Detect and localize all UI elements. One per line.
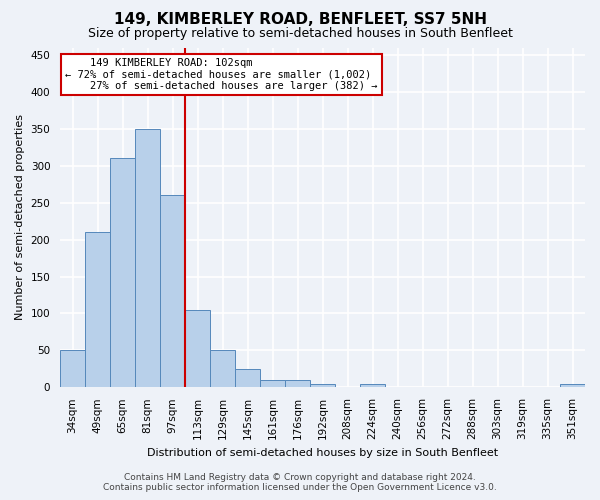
Bar: [560, 384, 585, 388]
Text: 149, KIMBERLEY ROAD, BENFLEET, SS7 5NH: 149, KIMBERLEY ROAD, BENFLEET, SS7 5NH: [113, 12, 487, 28]
Bar: [160, 195, 185, 388]
Bar: [60, 350, 85, 388]
Bar: [85, 232, 110, 388]
Text: Contains HM Land Registry data © Crown copyright and database right 2024.
Contai: Contains HM Land Registry data © Crown c…: [103, 473, 497, 492]
Bar: [110, 158, 135, 388]
Bar: [285, 380, 310, 388]
Bar: [360, 384, 385, 388]
Bar: [210, 350, 235, 388]
Y-axis label: Number of semi-detached properties: Number of semi-detached properties: [15, 114, 25, 320]
Bar: [135, 129, 160, 388]
Text: 149 KIMBERLEY ROAD: 102sqm
← 72% of semi-detached houses are smaller (1,002)
   : 149 KIMBERLEY ROAD: 102sqm ← 72% of semi…: [65, 58, 378, 91]
Bar: [310, 384, 335, 388]
Text: Size of property relative to semi-detached houses in South Benfleet: Size of property relative to semi-detach…: [88, 28, 512, 40]
Bar: [260, 380, 285, 388]
X-axis label: Distribution of semi-detached houses by size in South Benfleet: Distribution of semi-detached houses by …: [147, 448, 498, 458]
Bar: [235, 369, 260, 388]
Bar: [185, 310, 210, 388]
